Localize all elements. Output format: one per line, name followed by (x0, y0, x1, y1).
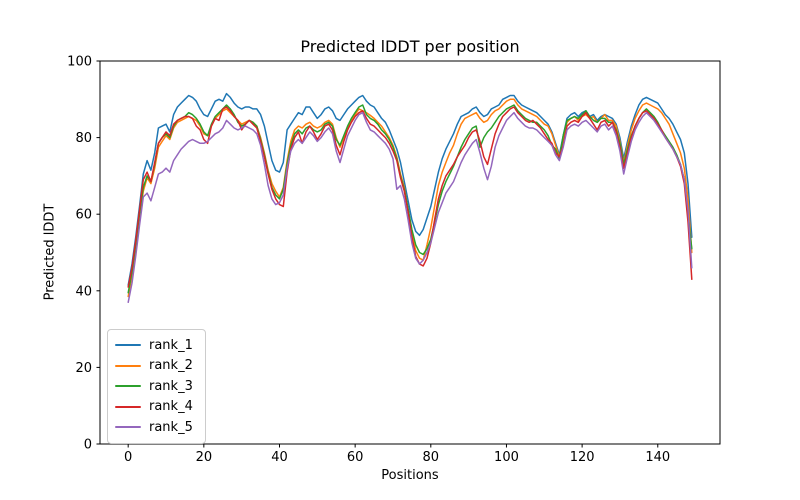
legend-item: rank_4 (115, 397, 197, 418)
legend-item: rank_2 (115, 356, 197, 377)
legend-label: rank_2 (149, 358, 193, 374)
legend-item: rank_1 (115, 335, 197, 356)
legend-item: rank_3 (115, 376, 197, 397)
series-line-rank_5 (127, 111, 693, 304)
y-tick-label: 80 (75, 131, 92, 146)
legend-line-swatch (115, 344, 141, 347)
legend-label: rank_3 (149, 378, 193, 394)
legend-line-swatch (115, 426, 141, 429)
x-tick-label: 60 (347, 450, 364, 465)
legend-line-swatch (115, 385, 141, 388)
x-tick-label: 100 (494, 450, 519, 465)
y-tick-label: 40 (75, 284, 92, 299)
x-tick-label: 20 (196, 450, 213, 465)
y-tick-label: 0 (84, 438, 92, 453)
legend-line-swatch (115, 405, 141, 408)
x-tick-label: 0 (124, 450, 132, 465)
series-line-rank_4 (127, 106, 693, 288)
x-tick-label: 40 (271, 450, 288, 465)
legend-label: rank_5 (149, 419, 193, 435)
x-tick-label: 120 (570, 450, 595, 465)
legend-label: rank_4 (149, 399, 193, 415)
y-tick-label: 100 (67, 55, 92, 70)
series-line-rank_1 (127, 92, 693, 286)
x-tick-label: 140 (645, 450, 670, 465)
chart-title: Predicted lDDT per position (300, 37, 520, 56)
x-tick-label: 80 (423, 450, 440, 465)
legend-line-swatch (115, 364, 141, 367)
x-axis-label: Positions (381, 468, 439, 483)
legend-label: rank_1 (149, 337, 193, 353)
legend-box: rank_1 rank_2 rank_3 rank_4 rank_5 (107, 329, 206, 444)
legend-item: rank_5 (115, 417, 197, 438)
series-line-rank_3 (127, 104, 693, 294)
plot-area (99, 60, 721, 445)
y-axis-label: Predicted lDDT (42, 203, 58, 301)
y-tick-label: 20 (75, 361, 92, 376)
y-tick-label: 60 (75, 208, 92, 223)
